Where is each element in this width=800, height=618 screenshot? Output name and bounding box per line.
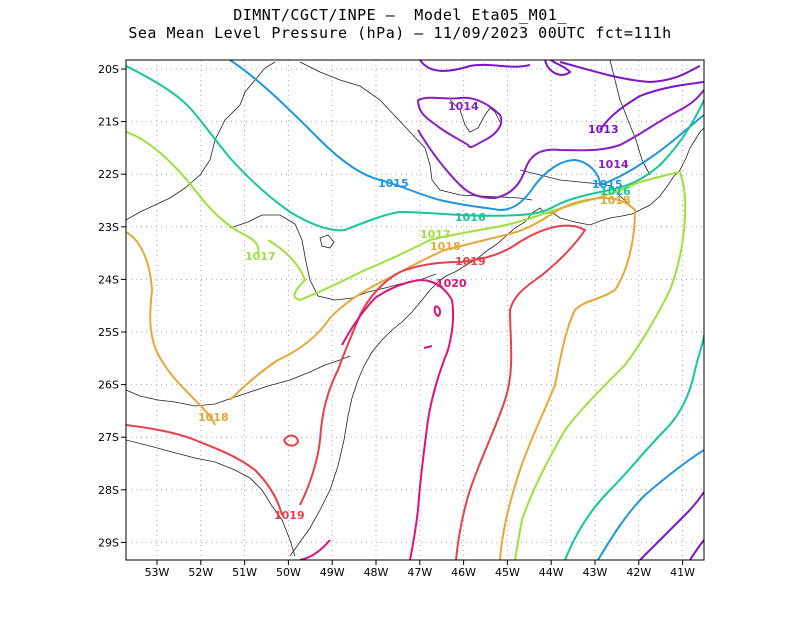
lat-tick-label: 22S	[98, 168, 119, 181]
contour-label-1014a: 1014	[448, 100, 479, 113]
lon-tick-label: 52W	[188, 566, 213, 579]
contour-label-1019b: 1019	[455, 255, 486, 268]
lat-tick-label: 24S	[98, 273, 119, 286]
contour-1022	[564, 334, 704, 560]
contour-label-1017b: 1017	[420, 228, 451, 241]
lat-tick-label: 27S	[98, 431, 119, 444]
lat-tick-label: 20S	[98, 63, 119, 76]
contour-1015	[229, 60, 704, 212]
lon-tick-label: 47W	[407, 566, 432, 579]
lon-tick-label: 43W	[583, 566, 608, 579]
contour-1024	[639, 491, 704, 560]
coastline	[531, 127, 704, 226]
contour-1020	[299, 278, 455, 560]
contour-label-1013: 1013	[588, 123, 619, 136]
lat-tick-label: 26S	[98, 379, 119, 392]
contour-1018	[126, 196, 637, 560]
lon-tick-label: 46W	[451, 566, 476, 579]
contour-1013	[419, 60, 704, 131]
river	[449, 99, 501, 133]
lon-tick-label: 51W	[232, 566, 257, 579]
contour-1014	[417, 89, 704, 200]
lon-tick-label: 50W	[276, 566, 301, 579]
map-frame	[125, 59, 705, 561]
contour-label-1018a: 1018	[198, 411, 229, 424]
border-sc-state	[126, 355, 351, 407]
lon-tick-label: 48W	[364, 566, 389, 579]
lat-tick-label: 29S	[98, 536, 119, 549]
lon-tick-label: 42W	[626, 566, 651, 579]
lon-tick-label: 44W	[539, 566, 564, 579]
lon-tick-label: 49W	[320, 566, 345, 579]
reservoir	[319, 234, 335, 249]
lat-tick-label: 23S	[98, 221, 119, 234]
border-sp-mg	[299, 61, 533, 201]
lon-tick-label: 41W	[670, 566, 695, 579]
lat-tick-label: 25S	[98, 326, 119, 339]
contour-1016	[126, 65, 704, 232]
lon-tick-label: 53W	[145, 566, 170, 579]
lat-tick-label: 28S	[98, 484, 119, 497]
contour-label-1020: 1020	[436, 277, 467, 290]
contour-label-1016a: 1016	[455, 211, 486, 224]
contour-label-1018c: 1018	[600, 194, 631, 207]
lat-tick-label: 21S	[98, 116, 119, 129]
contour-label-1015a: 1015	[378, 177, 409, 190]
chart-title-line1: DIMNT/CGCT/INPE – Model Eta05_M01_	[233, 6, 567, 24]
lat-lon-grid	[126, 60, 704, 560]
contour-1021	[597, 449, 704, 560]
border-paraguay	[126, 61, 276, 221]
border-rs-state	[126, 439, 296, 557]
border-parana-state	[229, 214, 437, 301]
axis-ticks: 53W 52W 51W 50W 49W 48W 47W 46W 45W 44W 43W 42W 41W 2…	[98, 63, 695, 579]
lon-tick-label: 45W	[495, 566, 520, 579]
border-mg-es	[609, 60, 651, 176]
contour-label-1016b: 1016	[600, 185, 631, 198]
coastline-south	[289, 212, 533, 557]
contour-label-1018b: 1018	[430, 240, 461, 253]
chart-title-line2: Sea Mean Level Pressure (hPa) – 11/09/20…	[128, 24, 672, 42]
contour-label-1015b: 1015	[592, 178, 623, 191]
contour-label-1019a: 1019	[274, 509, 305, 522]
contour-label-1014b: 1014	[598, 158, 629, 171]
contour-1017	[126, 131, 687, 560]
contour-1019	[126, 224, 587, 560]
contour-label-1017a: 1017	[245, 250, 276, 263]
